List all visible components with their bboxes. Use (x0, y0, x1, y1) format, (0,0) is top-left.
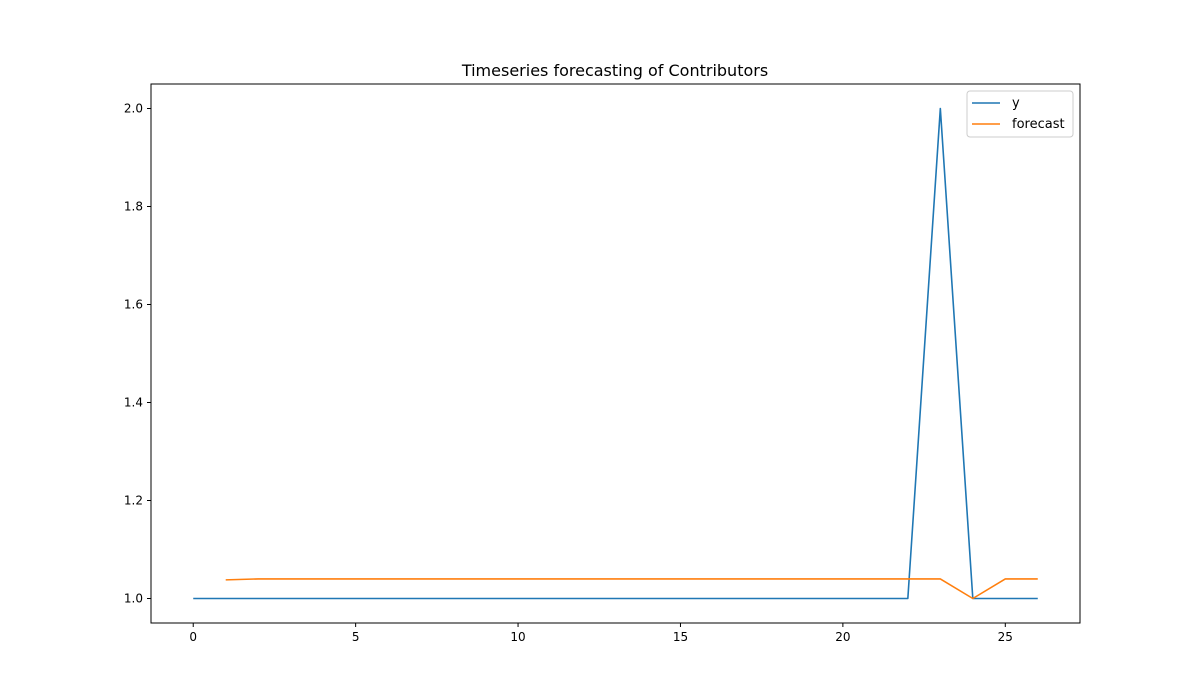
y-tick-label: 1.0 (124, 592, 143, 606)
x-tick-label: 5 (352, 630, 360, 644)
y-tick-label: 1.6 (124, 298, 143, 312)
legend-label-forecast: forecast (1012, 117, 1065, 132)
legend: y forecast (966, 90, 1074, 138)
x-tick-label: 25 (998, 630, 1013, 644)
axes-frame (150, 83, 1081, 624)
y-tick-label: 1.8 (124, 200, 143, 214)
series-line-forecast (225, 578, 1038, 600)
plot-area (193, 107, 1038, 600)
x-tick-label: 20 (835, 630, 850, 644)
y-axis: 1.0 1.2 1.4 1.6 1.8 2.0 (124, 102, 151, 606)
legend-label-y: y (1012, 96, 1020, 111)
series-line-y (193, 107, 1038, 600)
x-tick-label: 10 (510, 630, 525, 644)
y-tick-label: 2.0 (124, 102, 143, 116)
x-tick-label: 0 (189, 630, 197, 644)
chart-title: Timeseries forecasting of Contributors (461, 61, 768, 80)
x-tick-label: 15 (673, 630, 688, 644)
y-tick-label: 1.4 (124, 396, 143, 410)
y-tick-label: 1.2 (124, 494, 143, 508)
x-axis: 0 5 10 15 20 25 (189, 623, 1013, 644)
